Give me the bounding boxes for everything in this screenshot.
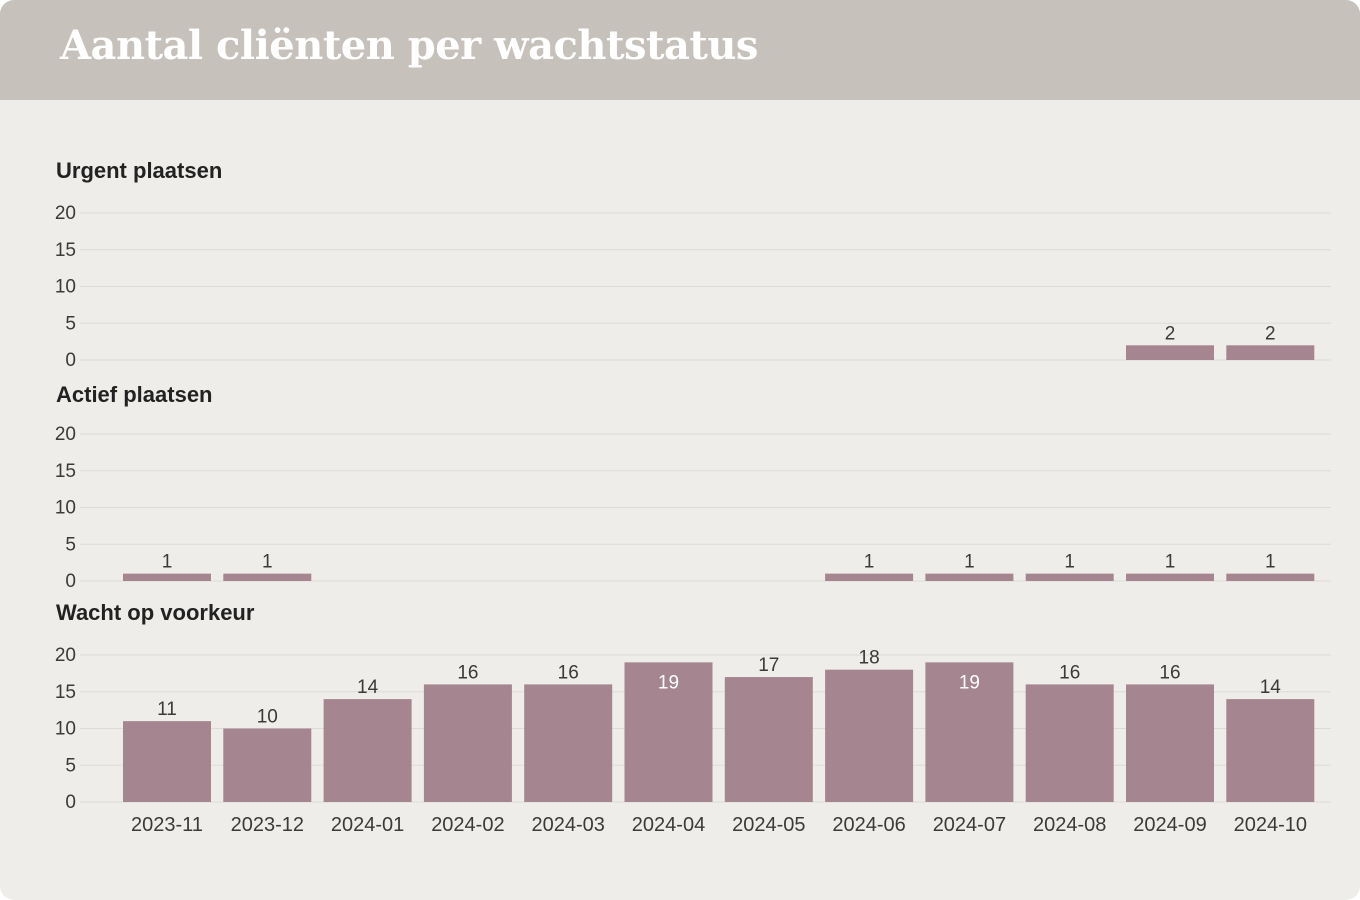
y-tick-label: 0 — [65, 350, 76, 371]
y-tick-label: 15 — [55, 240, 76, 261]
bar-wacht-op-voorkeur-2024-07 — [925, 662, 1014, 802]
bar-wacht-op-voorkeur-2024-10 — [1226, 699, 1315, 802]
bar-wacht-op-voorkeur-2024-05 — [724, 677, 813, 802]
x-tick-label: 2024-06 — [832, 814, 905, 836]
data-label: 14 — [357, 677, 379, 698]
bar-actief-plaatsen-2024-09 — [1126, 573, 1214, 581]
bar-urgent-plaatsen-2024-10 — [1226, 345, 1315, 360]
x-tick-label: 2024-10 — [1234, 814, 1307, 836]
y-tick-label: 20 — [55, 424, 76, 445]
bar-actief-plaatsen-2024-10 — [1226, 573, 1315, 581]
y-tick-label: 0 — [65, 571, 76, 592]
data-label: 2 — [1265, 323, 1276, 344]
bar-wacht-op-voorkeur-2024-02 — [423, 684, 512, 802]
y-tick-label: 20 — [55, 645, 76, 666]
y-tick-label: 0 — [65, 792, 76, 813]
data-label: 2 — [1165, 323, 1176, 344]
bar-urgent-plaatsen-2024-09 — [1126, 345, 1214, 360]
page-title: Aantal cliënten per wachtstatus — [60, 22, 758, 69]
data-label: 1 — [1265, 552, 1276, 573]
bar-wacht-op-voorkeur-2023-12 — [223, 728, 312, 802]
panel-title-actief-plaatsen: Actief plaatsen — [56, 382, 213, 407]
bar-actief-plaatsen-2024-06 — [825, 573, 914, 581]
bar-actief-plaatsen-2024-07 — [925, 573, 1014, 581]
data-label: 16 — [457, 662, 478, 683]
y-tick-label: 20 — [55, 203, 76, 224]
x-tick-label: 2024-03 — [531, 814, 604, 836]
bar-wacht-op-voorkeur-2024-08 — [1025, 684, 1114, 802]
x-tick-label: 2024-08 — [1033, 814, 1106, 836]
bar-actief-plaatsen-2024-08 — [1025, 573, 1114, 581]
y-tick-label: 5 — [65, 755, 76, 776]
data-label: 1 — [864, 552, 875, 573]
data-label: 1 — [964, 552, 975, 573]
panel-title-urgent-plaatsen: Urgent plaatsen — [56, 158, 222, 183]
data-label: 10 — [257, 707, 278, 728]
header-bar: Aantal cliënten per wachtstatus — [0, 0, 1360, 100]
bar-wacht-op-voorkeur-2024-03 — [524, 684, 613, 802]
data-label: 11 — [157, 699, 177, 720]
bar-actief-plaatsen-2023-11 — [123, 573, 211, 581]
y-tick-label: 10 — [55, 498, 76, 519]
data-label: 1 — [162, 552, 173, 573]
bar-wacht-op-voorkeur-2024-04 — [624, 662, 713, 802]
y-tick-label: 5 — [65, 313, 76, 334]
bar-wacht-op-voorkeur-2024-06 — [825, 669, 914, 802]
data-label: 1 — [1165, 552, 1176, 573]
x-tick-label: 2024-05 — [732, 814, 805, 836]
data-label: 19 — [959, 672, 980, 693]
x-tick-label: 2024-09 — [1133, 814, 1206, 836]
data-label: 16 — [558, 662, 579, 683]
data-label: 14 — [1260, 677, 1282, 698]
data-label: 18 — [859, 648, 880, 669]
y-tick-label: 15 — [55, 682, 76, 703]
y-tick-label: 15 — [55, 461, 76, 482]
panel-title-wacht-op-voorkeur: Wacht op voorkeur — [56, 600, 255, 625]
x-tick-label: 2024-04 — [632, 814, 705, 836]
data-label: 16 — [1059, 662, 1080, 683]
data-label: 17 — [758, 655, 779, 676]
bar-wacht-op-voorkeur-2024-01 — [323, 699, 412, 802]
y-tick-label: 5 — [65, 534, 76, 555]
x-tick-label: 2023-12 — [231, 814, 304, 836]
x-tick-label: 2024-07 — [933, 814, 1006, 836]
bar-actief-plaatsen-2023-12 — [223, 573, 312, 581]
data-label: 1 — [262, 552, 273, 573]
data-label: 16 — [1159, 662, 1180, 683]
bar-wacht-op-voorkeur-2023-11 — [123, 721, 211, 802]
bar-wacht-op-voorkeur-2024-09 — [1126, 684, 1214, 802]
y-tick-label: 10 — [55, 719, 76, 740]
x-tick-label: 2024-02 — [431, 814, 504, 836]
x-tick-label: 2023-11 — [131, 814, 203, 836]
data-label: 1 — [1064, 552, 1075, 573]
x-tick-label: 2024-01 — [331, 814, 404, 836]
data-label: 19 — [658, 672, 679, 693]
y-tick-label: 10 — [55, 277, 76, 298]
